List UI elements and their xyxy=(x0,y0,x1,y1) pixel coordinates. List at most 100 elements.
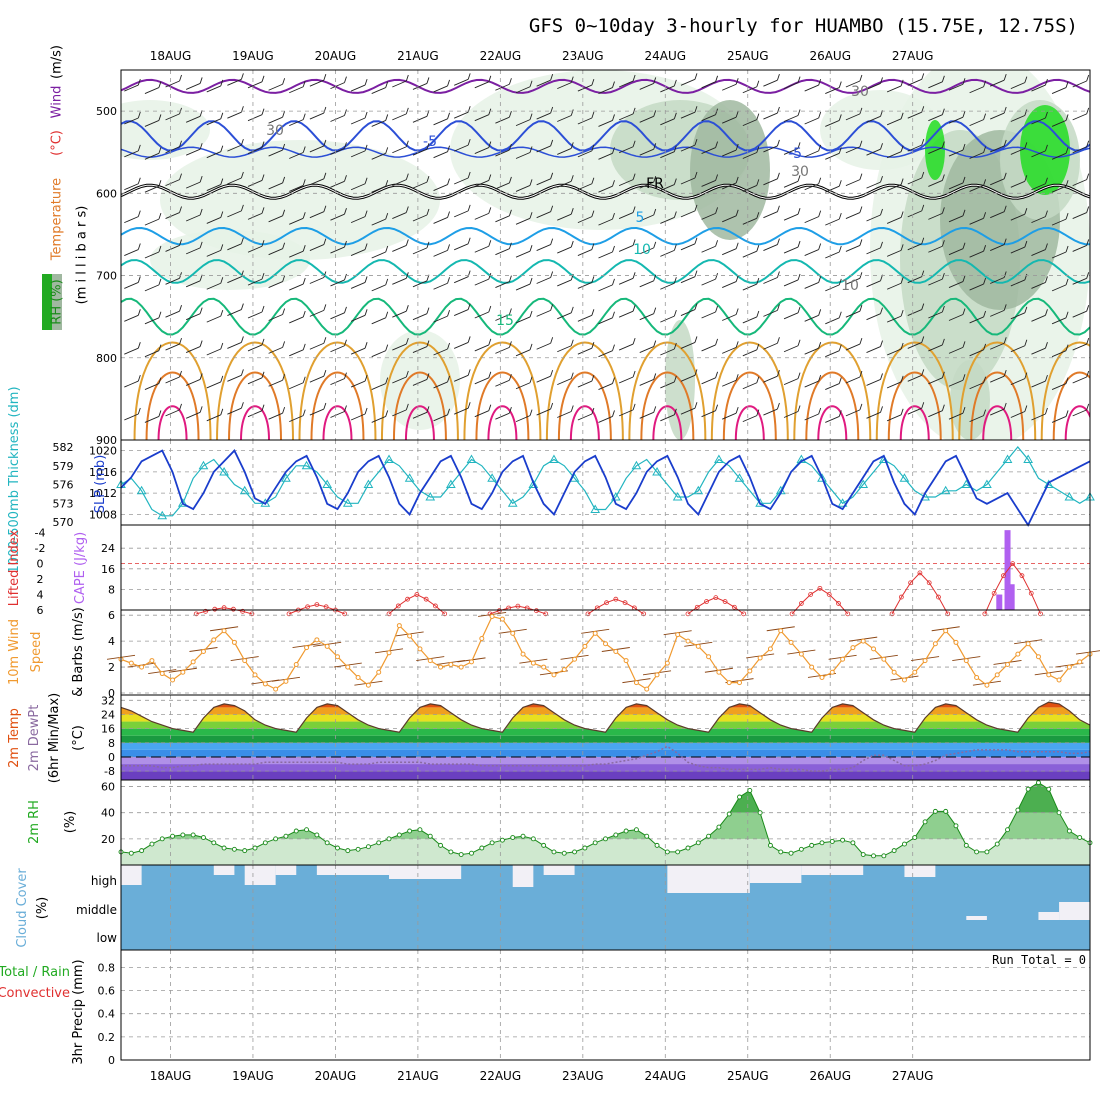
wind-barb xyxy=(474,81,489,89)
wind-speed-point xyxy=(943,628,949,634)
pressure-tick-label: 900 xyxy=(96,434,117,447)
wind-barb-flag xyxy=(364,309,368,316)
wind-barb xyxy=(330,246,345,254)
wind-speed-point xyxy=(304,645,310,651)
wind-barb xyxy=(454,243,469,251)
wind-barb xyxy=(1031,216,1046,224)
wind-barb-flag xyxy=(838,81,842,88)
rh-point xyxy=(273,836,279,842)
thickness-marker xyxy=(652,466,662,476)
wind-barb xyxy=(557,82,572,90)
wind-barb-flag xyxy=(199,208,203,216)
wind-barb-flag xyxy=(137,342,141,349)
wind-barb-flag xyxy=(612,278,615,286)
temperature-band xyxy=(121,707,1090,715)
wind-barb-flag xyxy=(323,74,327,81)
li-point xyxy=(926,580,932,586)
rh-point xyxy=(726,811,732,817)
wind-barb-flag xyxy=(715,272,719,280)
day-label-top: 26AUG xyxy=(809,49,851,63)
wind-barb-flag xyxy=(941,338,945,346)
wind-barb-flag xyxy=(1065,212,1069,220)
rh-point xyxy=(840,837,846,843)
warm-arch xyxy=(569,405,600,440)
wind-barb-flag xyxy=(385,311,389,318)
rh-point xyxy=(716,824,722,830)
wind-barb-flag xyxy=(550,238,554,245)
wind-barb xyxy=(639,148,654,156)
li-point xyxy=(836,601,841,606)
wind-barb xyxy=(948,182,964,190)
wind-speed-point xyxy=(530,660,536,666)
warm-arch xyxy=(404,405,435,440)
wind-barb-flag xyxy=(179,370,182,378)
wind-barb xyxy=(804,314,819,322)
day-label-bottom: 24AUG xyxy=(645,1069,687,1083)
wind-barb xyxy=(928,278,943,286)
thickness-marker xyxy=(961,479,972,488)
wind-barb xyxy=(392,80,407,88)
wind-barb-flag xyxy=(612,180,615,187)
day-label-bottom: 20AUG xyxy=(315,1069,357,1083)
wind-barb xyxy=(618,343,634,351)
li-line xyxy=(388,593,446,615)
rh-point xyxy=(685,845,691,851)
wind-barb xyxy=(495,215,510,223)
wind-barb xyxy=(1072,212,1087,219)
wind-barb-flag xyxy=(405,74,409,82)
wind-barb-flag xyxy=(859,239,863,246)
wind-barb xyxy=(845,277,861,285)
wind-barb xyxy=(907,407,922,415)
wind-barb-flag xyxy=(777,172,780,179)
wind-barb-flag xyxy=(529,376,533,383)
wind-barb-flag xyxy=(199,307,203,314)
warm-arch xyxy=(793,341,872,440)
wind-speed-point xyxy=(252,672,258,678)
wind-speed-point xyxy=(633,680,639,686)
li-point xyxy=(982,611,988,617)
wind-speed-point xyxy=(458,664,464,670)
wind-barb xyxy=(392,277,407,285)
wind-barb-flag xyxy=(385,81,389,88)
li-point xyxy=(286,611,292,617)
warm-arch xyxy=(652,405,683,440)
wind-barb xyxy=(928,81,943,89)
thickness-marker xyxy=(734,473,745,482)
thickness-marker xyxy=(549,454,559,463)
wind-barb-flag xyxy=(921,73,925,80)
wind-barb-flag xyxy=(220,211,224,218)
wind-barb xyxy=(289,283,304,291)
wind-barb xyxy=(680,78,696,86)
rh-point xyxy=(1005,827,1010,833)
wind-barb xyxy=(350,150,366,158)
wind-barb xyxy=(144,350,160,358)
wind-barb xyxy=(495,281,510,289)
wind-barb-flag xyxy=(488,404,492,411)
wind-barb-flag xyxy=(240,138,244,146)
wind-barb xyxy=(227,78,242,86)
wind-barb xyxy=(247,114,263,122)
li-tick-label: 6 xyxy=(37,604,44,617)
wind-barb xyxy=(330,345,345,353)
wind-barb-flag xyxy=(137,144,141,152)
wind-barb xyxy=(701,147,716,154)
wind-barb xyxy=(742,382,757,390)
wind-barb xyxy=(639,411,654,419)
wind-barb xyxy=(474,344,489,352)
wind-barb-flag xyxy=(240,402,244,409)
li-point xyxy=(515,603,521,609)
wind-barb-flag xyxy=(1024,306,1028,313)
slp-axis-label: SLP (mb) xyxy=(93,455,108,514)
warm-arch xyxy=(628,341,707,440)
wind-barb xyxy=(1031,314,1046,322)
wind-barb-flag xyxy=(632,370,636,378)
wind-barb-flag xyxy=(364,177,368,184)
thickness-marker xyxy=(507,498,518,507)
wind-speed-point xyxy=(345,664,351,670)
wind-barb xyxy=(206,184,221,191)
wind-barb xyxy=(886,348,902,356)
li-point xyxy=(898,594,904,600)
wind-barb xyxy=(845,113,861,121)
warm-arch xyxy=(710,341,789,440)
